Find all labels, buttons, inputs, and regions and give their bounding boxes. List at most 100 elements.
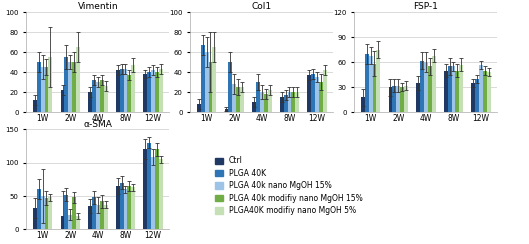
Bar (483, 71, 487, 112)
Bar (424, 62, 428, 112)
Title: Vimentin: Vimentin (78, 2, 118, 11)
Bar (487, 72, 491, 112)
Bar (459, 65, 463, 112)
Bar (44, 198, 49, 229)
Bar (444, 71, 448, 112)
Bar (41, 67, 44, 112)
Bar (159, 69, 163, 112)
Bar (104, 205, 107, 229)
Bar (448, 66, 452, 112)
Bar (49, 197, 52, 229)
Bar (365, 54, 369, 112)
Bar (37, 62, 41, 112)
Bar (315, 77, 319, 112)
Bar (280, 97, 284, 112)
Bar (377, 50, 380, 112)
Bar (201, 45, 205, 112)
Bar (396, 86, 400, 112)
Title: FSP-1: FSP-1 (413, 2, 439, 11)
Bar (131, 65, 135, 112)
Bar (428, 66, 432, 112)
Bar (104, 86, 107, 112)
Bar (416, 83, 420, 112)
Bar (224, 109, 229, 112)
Bar (60, 216, 65, 229)
Bar (96, 205, 100, 229)
Bar (100, 80, 104, 112)
Bar (49, 57, 52, 112)
Bar (147, 72, 151, 112)
Bar (232, 84, 236, 112)
Bar (65, 57, 68, 112)
Bar (393, 86, 396, 112)
Bar (143, 74, 147, 112)
Bar (256, 82, 260, 112)
Bar (116, 186, 120, 229)
Bar (372, 64, 377, 112)
Bar (151, 70, 155, 112)
Bar (208, 62, 213, 112)
Bar (400, 87, 404, 112)
Bar (127, 186, 131, 229)
Bar (311, 74, 315, 112)
Bar (240, 87, 244, 112)
Bar (323, 70, 327, 112)
Bar (151, 157, 155, 229)
Bar (307, 75, 311, 112)
Bar (76, 216, 80, 229)
Bar (96, 82, 100, 112)
Bar (116, 70, 120, 112)
Bar (60, 90, 65, 112)
Bar (264, 94, 268, 112)
Bar (131, 187, 135, 229)
Bar (65, 195, 68, 229)
Bar (127, 75, 131, 112)
Bar (213, 47, 216, 112)
Bar (124, 69, 127, 112)
Bar (236, 87, 240, 112)
Bar (44, 67, 49, 112)
Bar (455, 71, 459, 112)
Bar (205, 52, 208, 112)
Bar (92, 197, 96, 229)
Bar (88, 92, 92, 112)
Bar (155, 149, 159, 229)
Bar (68, 62, 72, 112)
Bar (420, 61, 424, 112)
Bar (291, 92, 295, 112)
Bar (120, 69, 124, 112)
Bar (361, 97, 365, 112)
Bar (252, 102, 256, 112)
Legend: Ctrl, PLGA 40K, PLGA 40k nano MgOH 15%, PLGA 40k modifiy nano MgOH 15%, PLGA40K : Ctrl, PLGA 40K, PLGA 40k nano MgOH 15%, … (215, 156, 363, 215)
Bar (471, 83, 475, 112)
Bar (229, 62, 232, 112)
Bar (319, 82, 323, 112)
Bar (479, 65, 483, 112)
Bar (432, 56, 435, 112)
Bar (288, 92, 291, 112)
Bar (260, 92, 264, 112)
Bar (388, 87, 393, 112)
Bar (124, 189, 127, 229)
Bar (41, 196, 44, 229)
Bar (369, 56, 372, 112)
Bar (143, 149, 147, 229)
Bar (92, 80, 96, 112)
Bar (72, 62, 76, 112)
Bar (88, 206, 92, 229)
Bar (37, 189, 41, 229)
Title: α-SMA: α-SMA (84, 120, 112, 129)
Title: Col1: Col1 (252, 2, 272, 11)
Bar (452, 66, 455, 112)
Bar (68, 215, 72, 229)
Bar (268, 90, 271, 112)
Bar (159, 159, 163, 229)
Bar (100, 201, 104, 229)
Bar (147, 143, 151, 229)
Bar (76, 47, 80, 112)
Bar (33, 208, 37, 229)
Bar (155, 72, 159, 112)
Bar (284, 95, 288, 112)
Bar (33, 100, 37, 112)
Bar (120, 183, 124, 229)
